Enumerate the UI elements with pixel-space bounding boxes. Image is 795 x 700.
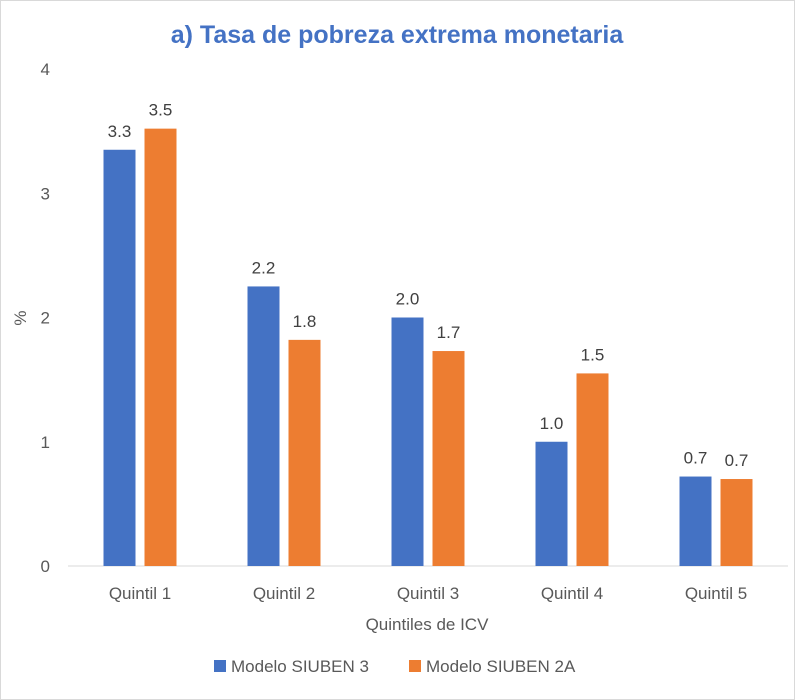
y-tick-label: 1	[41, 433, 50, 452]
x-tick-label: Quintil 2	[253, 584, 315, 603]
bar-series-2-q4	[576, 373, 609, 566]
x-axis-ticks: Quintil 1 Quintil 2 Quintil 3 Quintil 4 Quin…	[109, 584, 747, 603]
bar-series-1-q1	[103, 149, 136, 566]
data-labels-group: 3.3 3.5 2.2 1.8 2.0 1.7 1.0 1.5 0.7 0.7	[108, 101, 749, 470]
chart-title: a) Tasa de pobreza extrema monetaria	[171, 21, 625, 49]
x-tick-label: Quintil 5	[685, 584, 747, 603]
data-label: 2.2	[252, 258, 276, 277]
bars-group	[103, 128, 753, 566]
bar-series-1-q5	[679, 476, 712, 566]
bar-series-2-q3	[432, 351, 465, 566]
y-tick-label: 4	[41, 60, 50, 79]
x-tick-label: Quintil 1	[109, 584, 171, 603]
y-tick-label: 3	[41, 184, 50, 203]
bar-series-2-q5	[720, 479, 753, 566]
legend-label-series-1: Modelo SIUBEN 3	[231, 657, 369, 676]
x-tick-label: Quintil 3	[397, 584, 459, 603]
data-label: 1.0	[540, 414, 564, 433]
data-label: 0.7	[725, 451, 749, 470]
bar-series-1-q3	[391, 317, 424, 566]
data-label: 1.8	[293, 312, 317, 331]
legend-swatch-series-2	[409, 660, 421, 672]
legend-label-series-2: Modelo SIUBEN 2A	[426, 657, 576, 676]
data-label: 1.5	[581, 345, 605, 364]
bar-series-1-q2	[247, 286, 280, 566]
bar-series-1-q4	[535, 441, 568, 566]
x-axis-title: Quintiles de ICV	[366, 615, 489, 634]
y-axis-ticks: 0 1 2 3 4	[41, 60, 50, 576]
y-tick-label: 2	[41, 309, 50, 328]
y-axis-title: %	[11, 310, 30, 325]
data-label: 1.7	[437, 323, 461, 342]
data-label: 3.3	[108, 122, 132, 141]
legend: Modelo SIUBEN 3 Modelo SIUBEN 2A	[214, 657, 576, 676]
legend-swatch-series-1	[214, 660, 226, 672]
x-tick-label: Quintil 4	[541, 584, 603, 603]
y-tick-label: 0	[41, 557, 50, 576]
data-label: 3.5	[149, 101, 173, 120]
data-label: 2.0	[396, 290, 420, 309]
data-label: 0.7	[684, 449, 708, 468]
bar-series-2-q2	[288, 339, 321, 566]
bar-series-2-q1	[144, 128, 177, 566]
